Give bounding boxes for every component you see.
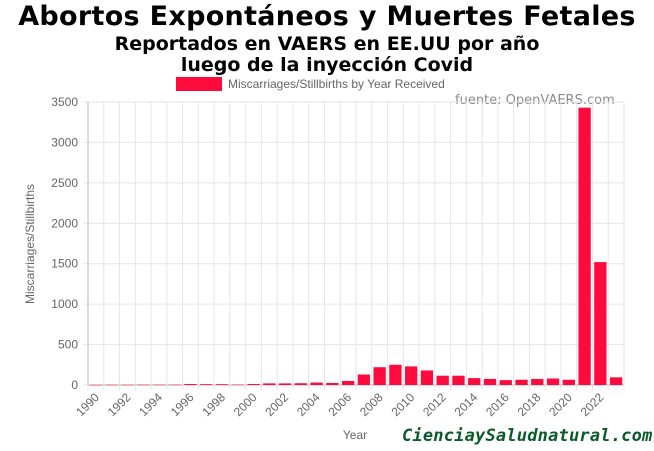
bar-2010[interactable] [405, 366, 418, 385]
bar-1999[interactable] [231, 384, 244, 386]
bar-1991[interactable] [105, 384, 118, 386]
bar-2020[interactable] [562, 379, 575, 385]
x-tick-label: 2018 [515, 390, 544, 419]
x-tick-label: 2014 [452, 390, 481, 419]
bar-1994[interactable] [152, 384, 166, 386]
y-tick-label: 3500 [51, 95, 78, 109]
x-tick-label: 2002 [262, 390, 291, 419]
bar-2015[interactable] [483, 378, 497, 385]
bar-1995[interactable] [168, 384, 181, 386]
legend-label: Miscarriages/Stillbirths by Year Receive… [228, 77, 445, 91]
legend[interactable]: Miscarriages/Stillbirths by Year Receive… [176, 76, 445, 92]
bar-2019[interactable] [546, 378, 560, 385]
x-tick-label: 2000 [231, 390, 260, 419]
y-tick-label: 2500 [51, 176, 78, 190]
bar-2013[interactable] [452, 375, 465, 385]
x-tick-label: 1998 [199, 390, 228, 419]
bar-2007[interactable] [357, 374, 371, 385]
bar-1990[interactable] [89, 384, 103, 386]
bars [89, 107, 623, 386]
bar-2017[interactable] [515, 379, 528, 385]
x-tick-label: 1996 [168, 390, 197, 419]
bar-2004[interactable] [310, 382, 323, 385]
bar-2011[interactable] [420, 370, 434, 385]
y-tick-label: 3000 [51, 135, 78, 149]
chart-subtitle-line1: Reportados en VAERS en EE.UU por año [114, 33, 540, 55]
y-tick-label: 1000 [51, 297, 78, 311]
x-tick-label: 2004 [294, 390, 323, 419]
y-tick-label: 0 [71, 378, 78, 392]
bar-1996[interactable] [184, 384, 197, 385]
y-axis-title: Miscarriages/Stillbirths [23, 184, 37, 304]
bar-2002[interactable] [278, 383, 292, 385]
x-tick-label: 2020 [546, 390, 575, 419]
bar-1993[interactable] [137, 384, 150, 386]
x-tick-label: 2022 [578, 390, 607, 419]
y-tick-label: 500 [58, 338, 78, 352]
bar-2003[interactable] [294, 383, 307, 385]
x-axis-ticks: 1990 1992 1994 1996 1998 2000 2002 2004 2006 2008… [73, 390, 606, 419]
bar-2008[interactable] [373, 367, 386, 385]
bar-2012[interactable] [436, 375, 449, 385]
bar-2018[interactable] [531, 378, 544, 385]
bar-2009[interactable] [389, 364, 402, 385]
source-label: fuente: OpenVAERS.com [455, 93, 615, 108]
bar-2014[interactable] [468, 378, 481, 385]
x-axis-title: Year [343, 428, 367, 442]
bar-2021[interactable] [578, 107, 591, 385]
bar-2001[interactable] [263, 383, 276, 385]
chart-subtitle-line2: luego de la inyección Covid [180, 54, 474, 76]
bar-1998[interactable] [215, 384, 229, 385]
grid-lines [83, 101, 625, 390]
x-tick-label: 2008 [357, 390, 386, 419]
x-tick-label: 1992 [105, 390, 134, 419]
bar-2016[interactable] [499, 380, 512, 385]
bar-2022[interactable] [594, 262, 607, 385]
x-tick-label: 2010 [389, 390, 418, 419]
x-tick-label: 2006 [325, 390, 354, 419]
chart-title: Abortos Expontáneos y Muertes Fetales [18, 1, 636, 32]
legend-swatch [176, 77, 222, 91]
bar-1997[interactable] [200, 384, 213, 385]
bar-2000[interactable] [247, 384, 260, 385]
x-tick-label: 1990 [73, 390, 102, 419]
y-axis-ticks: 0 500 1000 1500 2000 2500 3000 3500 [51, 95, 78, 392]
x-tick-label: 2012 [420, 390, 449, 419]
bar-2005[interactable] [326, 382, 339, 385]
watermark: CienciaySaludnatural.com [402, 426, 653, 446]
x-tick-label: 1994 [136, 390, 165, 419]
y-tick-label: 2000 [51, 216, 78, 230]
bar-1992[interactable] [121, 384, 134, 386]
x-tick-label: 2016 [483, 390, 512, 419]
bar-2006[interactable] [341, 380, 355, 385]
y-tick-label: 1500 [51, 257, 78, 271]
bar-2023[interactable] [609, 377, 623, 385]
